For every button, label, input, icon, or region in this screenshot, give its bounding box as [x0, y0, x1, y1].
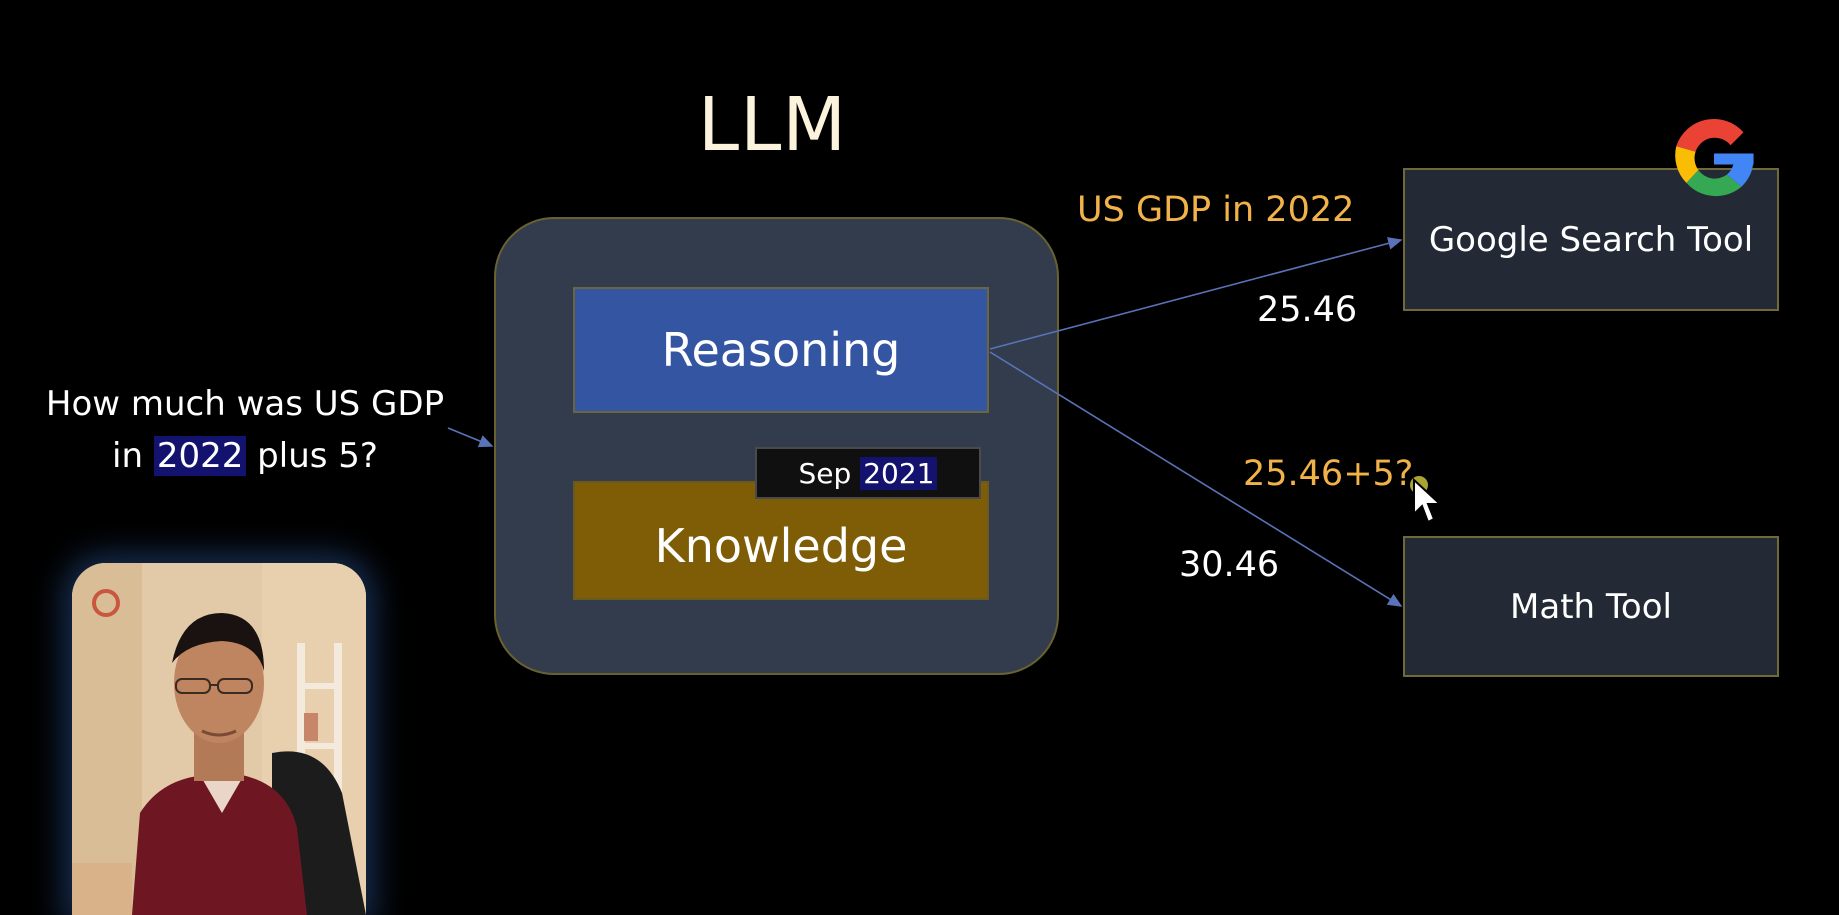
knowledge-block: Knowledge: [573, 481, 989, 600]
google-search-tool-label: Google Search Tool: [1428, 219, 1754, 260]
mouse-pointer-icon: [1413, 478, 1443, 524]
search-result-label: 25.46: [1257, 290, 1358, 330]
search-query-label: US GDP in 2022: [1077, 190, 1355, 230]
question-line-1: How much was US GDP: [45, 384, 445, 424]
diagram-title: LLM: [697, 82, 848, 168]
reasoning-label: Reasoning: [661, 323, 901, 377]
presenter-image: [72, 563, 366, 915]
presenter-webcam: [72, 563, 366, 915]
question-line-2: in 2022 plus 5?: [10, 430, 480, 482]
question-year-highlight: 2022: [153, 436, 247, 476]
question-plus: plus 5?: [246, 436, 378, 476]
question-in: in: [112, 436, 154, 476]
llm-container: [494, 217, 1059, 675]
cutoff-month: Sep: [798, 456, 861, 490]
knowledge-cutoff-badge: Sep 2021: [755, 447, 981, 499]
math-query-label: 25.46+5?: [1243, 454, 1414, 494]
reasoning-block: Reasoning: [573, 287, 989, 413]
google-g-icon: [1675, 118, 1754, 197]
math-tool-label: Math Tool: [1510, 586, 1672, 627]
math-tool-box: Math Tool: [1403, 536, 1779, 677]
cutoff-year: 2021: [860, 456, 938, 490]
knowledge-label: Knowledge: [654, 518, 908, 573]
math-result-label: 30.46: [1179, 545, 1280, 585]
user-question: How much was US GDP in 2022 plus 5?: [10, 378, 480, 482]
google-search-tool-box: Google Search Tool: [1403, 168, 1779, 311]
